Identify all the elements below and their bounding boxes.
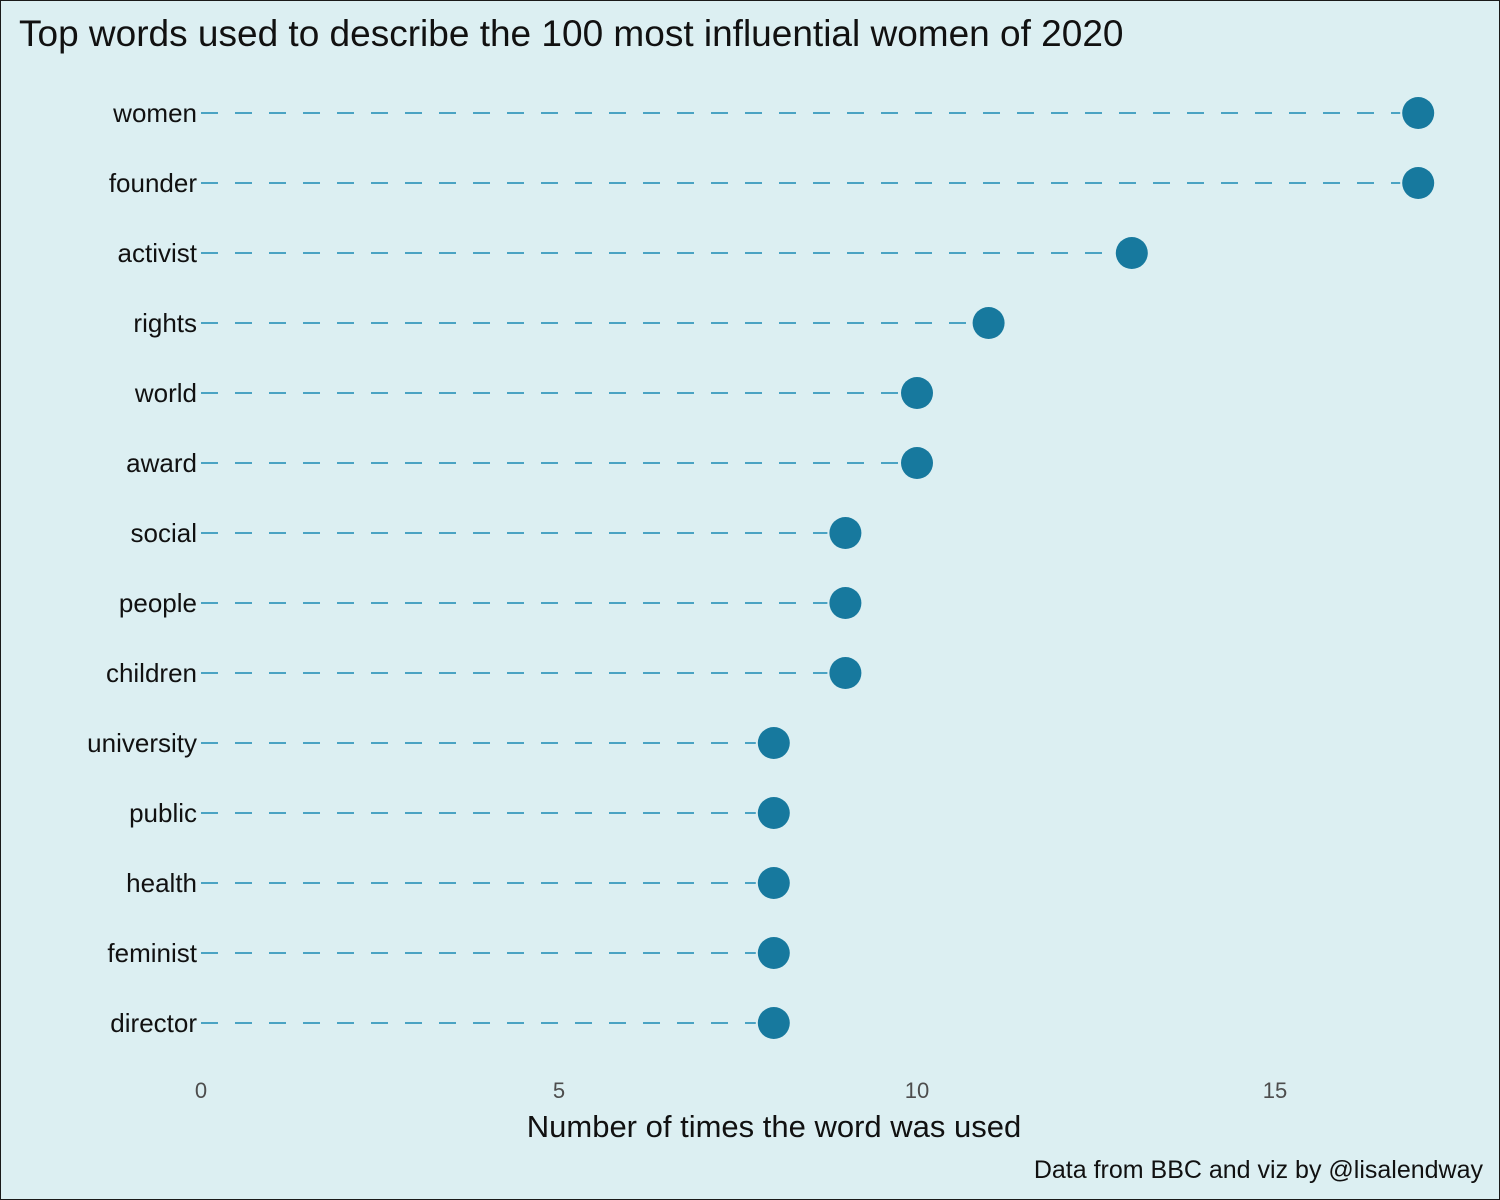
point-award	[901, 447, 933, 479]
x-tick-label-5: 5	[553, 1078, 565, 1103]
y-axis-labels: women founder activist rights world award soci…	[87, 98, 198, 1038]
x-tick-label-0: 0	[195, 1078, 207, 1103]
points-layer	[757, 97, 1435, 1039]
segments-layer	[201, 112, 1401, 1024]
point-university	[757, 727, 790, 759]
y-tick-label-women: women	[112, 98, 197, 128]
y-tick-label-world: world	[134, 378, 197, 408]
y-tick-label-award: award	[126, 448, 197, 478]
x-tick-label-10: 10	[905, 1078, 929, 1103]
point-people	[829, 587, 862, 619]
chart-title: Top words used to describe the 100 most …	[19, 13, 1124, 54]
point-women	[1402, 97, 1435, 129]
y-tick-label-university: university	[87, 728, 197, 758]
y-tick-label-rights: rights	[133, 308, 197, 338]
x-axis-labels: 0 5 10 15	[195, 1078, 1287, 1103]
x-tick-label-15: 15	[1263, 1078, 1287, 1103]
caption: Data from BBC and viz by @lisalendway	[1033, 1156, 1483, 1184]
y-tick-label-director: director	[110, 1008, 197, 1038]
point-activist	[1115, 237, 1148, 269]
y-tick-label-activist: activist	[118, 238, 198, 268]
point-director	[757, 1007, 790, 1039]
point-founder	[1402, 167, 1435, 199]
point-children	[829, 657, 862, 689]
y-tick-label-children: children	[106, 658, 197, 688]
y-tick-label-people: people	[119, 588, 197, 618]
y-tick-label-social: social	[131, 518, 197, 548]
x-axis-title: Number of times the word was used	[527, 1109, 1022, 1144]
point-rights	[972, 307, 1005, 339]
point-public	[757, 797, 790, 829]
point-world	[901, 377, 933, 409]
y-tick-label-public: public	[129, 798, 197, 828]
y-tick-label-feminist: feminist	[107, 938, 197, 968]
point-feminist	[757, 937, 790, 969]
point-health	[757, 867, 790, 899]
point-social	[829, 517, 862, 549]
y-tick-label-health: health	[126, 868, 197, 898]
y-tick-label-founder: founder	[109, 168, 198, 198]
